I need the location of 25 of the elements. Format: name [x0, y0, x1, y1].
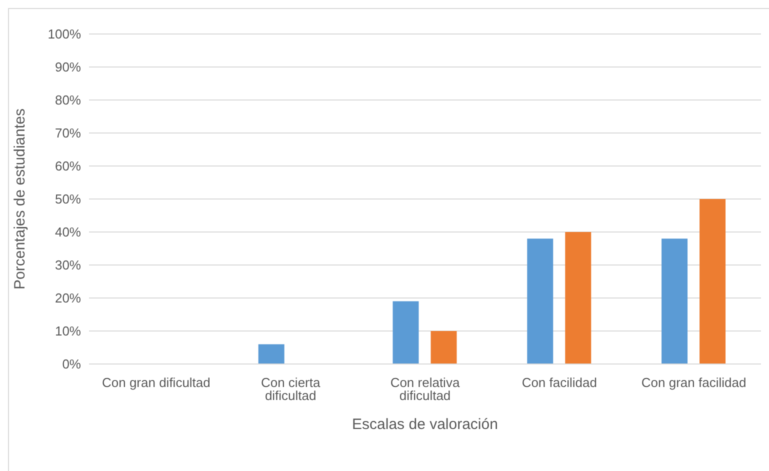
y-tick-label: 90%	[54, 60, 82, 75]
x-tick-label: Con gran facilidad	[641, 375, 746, 390]
y-tick-label: 50%	[54, 192, 82, 207]
x-tick-label: Con facilidad	[522, 375, 597, 390]
y-tick-label: 60%	[54, 158, 82, 174]
y-tick-label: 10%	[54, 324, 82, 339]
bar	[392, 301, 419, 364]
x-tick-label: Con relativa dificultad	[390, 375, 460, 404]
x-tick-label: Con gran dificultad	[102, 375, 210, 390]
x-tick-label: Con cierta dificultad	[260, 375, 321, 404]
y-tick-label: 20%	[54, 290, 82, 306]
bar	[700, 199, 726, 364]
y-tick-label: 80%	[54, 92, 82, 108]
y-tick-label: 0%	[62, 356, 82, 372]
y-tick-label: 100%	[48, 26, 82, 42]
bar	[565, 232, 592, 364]
bar	[430, 331, 457, 364]
bar	[662, 238, 688, 364]
bar	[527, 238, 554, 364]
y-tick-label: 30%	[54, 258, 82, 273]
y-axis-title: Porcentajes de estudiantes	[11, 108, 28, 290]
y-tick-label: 40%	[54, 224, 82, 240]
y-tick-label: 70%	[54, 126, 82, 141]
x-axis-title: Escalas de valoración	[352, 416, 498, 433]
bar	[258, 344, 284, 364]
